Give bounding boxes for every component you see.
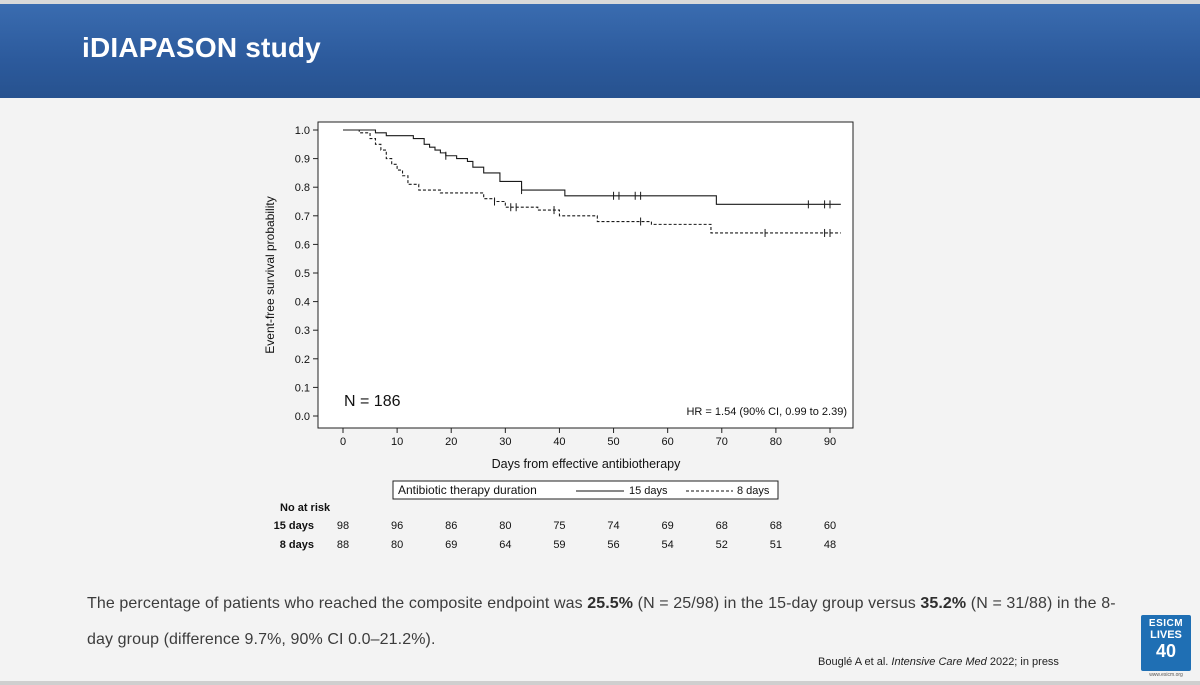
summary-part-2: (N = 25/98) in the 15-day group versus xyxy=(633,595,921,612)
y-tick-label-0.4: 0.4 xyxy=(295,297,310,309)
risk-row-label: 8 days xyxy=(279,539,314,551)
x-tick-label-40: 40 xyxy=(553,436,565,448)
citation-authors: Bouglé A et al. xyxy=(818,656,892,668)
x-tick-label-80: 80 xyxy=(770,436,782,448)
summary-text: The percentage of patients who reached t… xyxy=(87,586,1127,658)
risk-cell: 54 xyxy=(661,539,674,551)
risk-cell: 98 xyxy=(336,520,350,532)
x-tick-label-50: 50 xyxy=(607,436,619,448)
y-tick-label-0.9: 0.9 xyxy=(295,154,310,166)
x-tick-label-90: 90 xyxy=(824,436,836,448)
risk-cell: 75 xyxy=(553,520,566,532)
risk-cell: 56 xyxy=(607,539,620,551)
logo-line-1: ESICM xyxy=(1148,618,1184,629)
x-axis-label: Days from effective antibiotherapy xyxy=(492,457,682,471)
legend-title: Antibiotic therapy duration xyxy=(398,483,537,497)
y-tick-label-0.1: 0.1 xyxy=(295,382,310,394)
bottom-strip xyxy=(0,681,1200,685)
y-tick-label-0.6: 0.6 xyxy=(295,239,310,251)
x-tick-label-30: 30 xyxy=(499,436,511,448)
risk-row-label: 15 days xyxy=(273,520,314,532)
risk-cell: 48 xyxy=(823,539,837,551)
citation-journal: Intensive Care Med xyxy=(891,656,987,668)
logo-line-2: LIVES xyxy=(1150,629,1182,641)
legend: Antibiotic therapy duration 15 days 8 da… xyxy=(392,480,779,500)
risk-cell: 74 xyxy=(607,520,620,532)
series-line-8-days xyxy=(343,129,841,234)
y-tick-label-1.0: 1.0 xyxy=(295,125,310,137)
risk-cell: 69 xyxy=(445,539,458,551)
n-annotation: N = 186 xyxy=(344,393,401,410)
y-axis-label: Event-free survival probability xyxy=(263,196,277,353)
legend-label-15-days: 15 days xyxy=(629,485,668,497)
risk-cell: 59 xyxy=(553,539,566,551)
summary-pct-15-day: 25.5% xyxy=(587,595,634,612)
risk-cell: 80 xyxy=(390,539,404,551)
legend-box xyxy=(392,480,779,500)
y-tick-label-0.2: 0.2 xyxy=(295,354,310,366)
risk-cell: 60 xyxy=(823,520,837,532)
x-tick-label-60: 60 xyxy=(662,436,674,448)
risk-cell: 52 xyxy=(715,539,728,551)
risk-cell: 88 xyxy=(336,539,350,551)
plot-frame xyxy=(317,121,854,429)
risk-cell: 51 xyxy=(769,539,782,551)
legend-label-8-days: 8 days xyxy=(737,485,770,497)
summary-pct-8-day: 35.2% xyxy=(920,595,967,612)
risk-table-header: No at risk xyxy=(280,502,331,514)
risk-cell: 64 xyxy=(499,539,512,551)
risk-cell: 69 xyxy=(661,520,674,532)
y-tick-label-0.7: 0.7 xyxy=(295,211,310,223)
slide-title: iDIAPASON study xyxy=(82,32,321,63)
y-tick-label-0.0: 0.0 xyxy=(295,411,310,423)
risk-cell: 86 xyxy=(445,520,458,532)
title-bar: iDIAPASON study xyxy=(0,4,1200,98)
risk-cell: 80 xyxy=(499,520,512,532)
risk-cell: 96 xyxy=(390,520,404,532)
x-tick-label-0: 0 xyxy=(340,436,346,448)
x-tick-label-10: 10 xyxy=(391,436,403,448)
summary-part-3: (N = 31/88) in the 8-day group (differen… xyxy=(87,595,1116,648)
risk-cell: 68 xyxy=(769,520,782,532)
x-tick-label-70: 70 xyxy=(716,436,728,448)
x-tick-label-20: 20 xyxy=(445,436,457,448)
risk-cell: 68 xyxy=(715,520,728,532)
citation: Bouglé A et al. Intensive Care Med 2022;… xyxy=(818,656,1059,668)
citation-rest: 2022; in press xyxy=(986,656,1059,668)
y-tick-label-0.5: 0.5 xyxy=(295,268,310,280)
y-tick-label-0.3: 0.3 xyxy=(295,325,310,337)
y-tick-label-0.8: 0.8 xyxy=(295,182,310,194)
top-strip xyxy=(0,0,1200,4)
hr-annotation: HR = 1.54 (90% CI, 0.99 to 2.39) xyxy=(686,406,847,418)
summary-part-1: The percentage of patients who reached t… xyxy=(87,595,588,612)
esicm-lives-logo: ESICM LIVES 40 xyxy=(1141,615,1191,671)
logo-url: www.esicm.org xyxy=(1149,672,1183,678)
logo-line-3: 40 xyxy=(1155,641,1177,661)
